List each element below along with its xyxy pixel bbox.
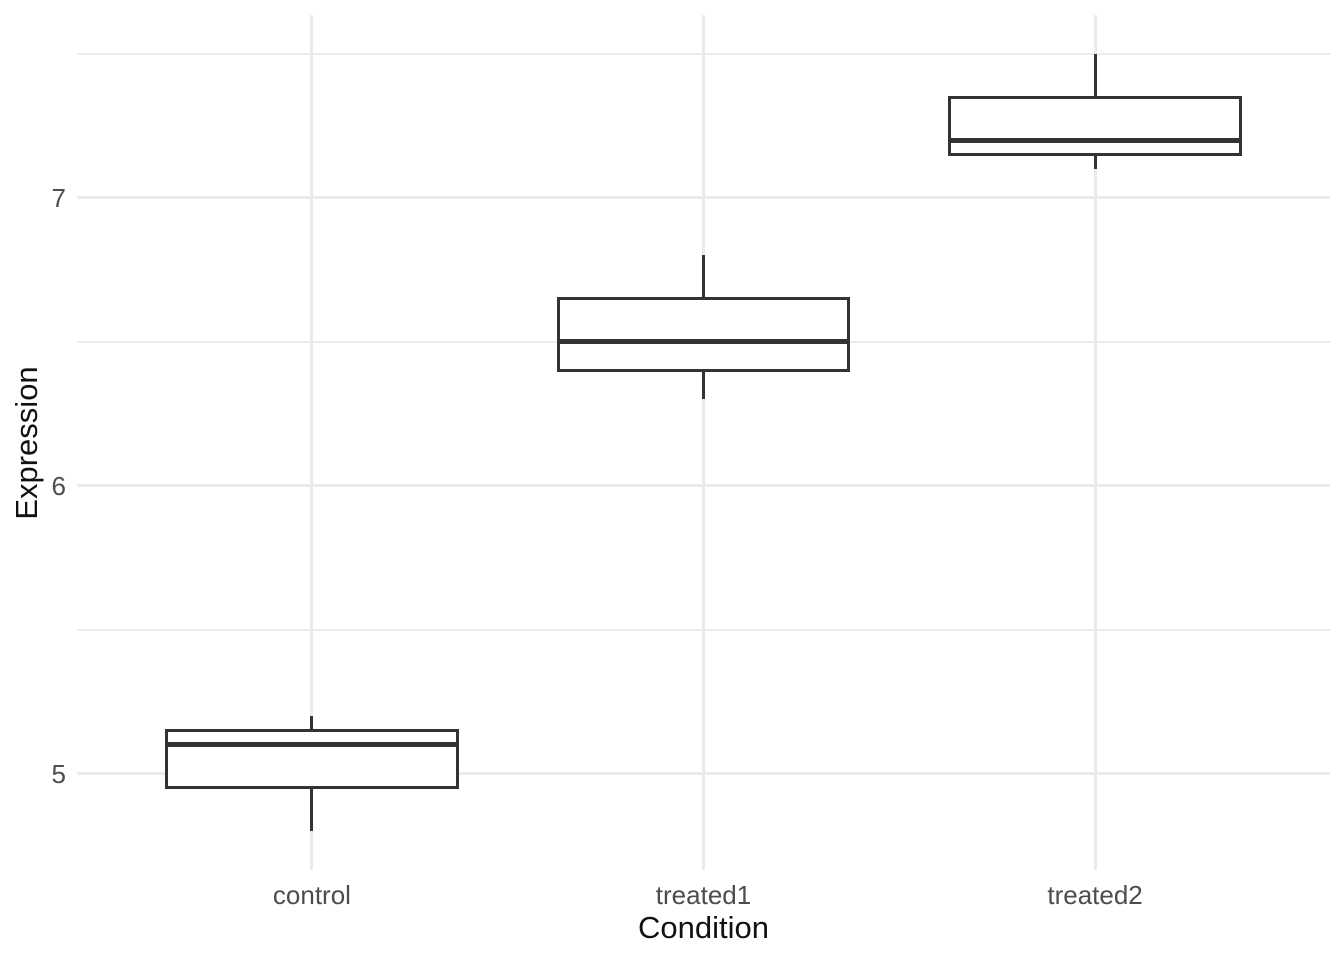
plot-panel [77,15,1330,870]
x-tick-label: control [272,880,351,910]
median-line [951,137,1239,143]
box-iqr [556,297,851,373]
x-tick-label: treated2 [1047,880,1143,910]
x-gridline-major [702,15,705,870]
whisker-lower [1093,154,1097,169]
x-axis-title: Condition [638,910,769,945]
y-tick-label: 5 [51,758,66,789]
whisker-lower [702,370,705,400]
whisker-upper [1093,53,1097,98]
median-line [559,339,848,345]
whisker-lower [310,787,314,832]
x-tick-label: treated1 [655,880,752,910]
box-iqr [948,95,1242,157]
y-tick-label: 7 [51,182,66,213]
x-gridline-major [310,15,314,870]
box-iqr [165,728,459,790]
x-gridline-major [1093,15,1097,870]
y-tick-label: 6 [51,470,66,501]
median-line [168,742,456,748]
whisker-upper [310,715,314,731]
whisker-upper [702,255,705,299]
